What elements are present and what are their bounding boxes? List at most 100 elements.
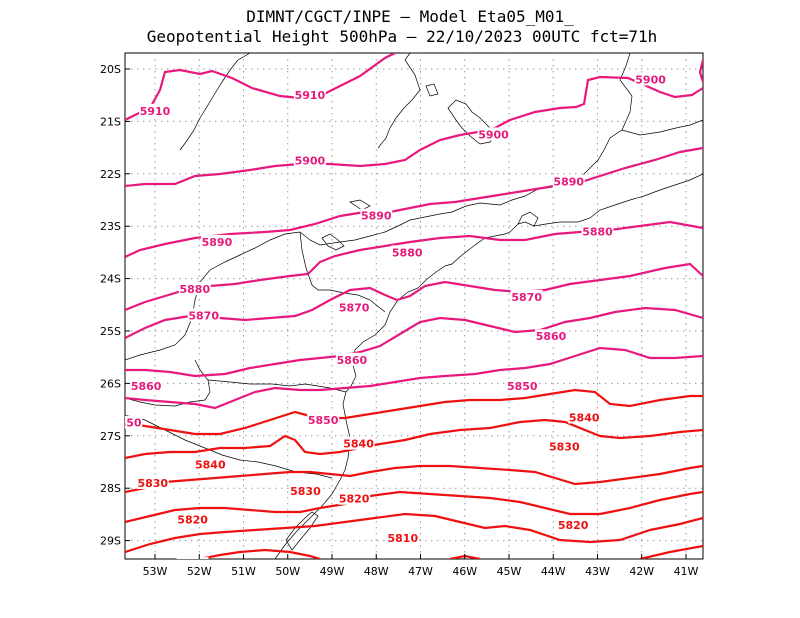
es-mg-border <box>299 119 703 246</box>
contour-label: 5850 <box>308 414 339 427</box>
contour-label: 5890 <box>553 176 584 189</box>
lat-tick-label: 28S <box>100 482 121 495</box>
contour-label-background <box>477 127 510 141</box>
contour-label: 5870 <box>511 291 542 304</box>
contour-label-background <box>338 300 371 314</box>
contour-label-background <box>178 282 211 296</box>
contour-5890 <box>125 146 703 258</box>
contour-label-background <box>335 352 368 366</box>
contour-label-background <box>391 245 424 259</box>
contour-label: 5830 <box>137 477 168 490</box>
contour-5810 <box>125 490 703 524</box>
mg-north-border <box>619 53 633 131</box>
contour-5820 <box>125 464 703 494</box>
contour-label: 5880 <box>392 246 423 259</box>
lon-tick-label: 46W <box>452 565 477 578</box>
contour-label: 5810 <box>177 558 208 571</box>
contour-5860 <box>125 306 703 378</box>
contour-label: 5800 <box>569 592 600 605</box>
contour-label-background <box>557 517 590 531</box>
contour-label: 5900 <box>478 129 509 142</box>
contour-label-background <box>139 103 171 117</box>
contour-5910 <box>125 53 396 121</box>
contour-5790 <box>199 548 321 559</box>
contour-label-background <box>293 88 326 102</box>
contour-label: 5830 <box>549 440 580 453</box>
contour-label-background <box>360 208 393 222</box>
contour-label-background <box>293 153 326 167</box>
contour-label-background <box>568 591 600 604</box>
contour-label: 5870 <box>339 301 370 314</box>
coastline-and-borders <box>125 53 703 559</box>
contour-label: 5860 <box>131 380 162 393</box>
contour-5850 <box>125 346 703 410</box>
contour-5840 <box>125 388 703 436</box>
height-contours <box>125 53 703 559</box>
contour-label: 5840 <box>569 411 600 424</box>
lon-tick-label: 47W <box>408 565 433 578</box>
contour-label: 5790 <box>233 603 264 616</box>
contour-label: 5860 <box>337 354 368 367</box>
contour-label-background <box>232 602 264 615</box>
contour-label: 5880 <box>582 225 613 238</box>
contour-5790-far-east <box>639 544 703 559</box>
contour-label: 5900 <box>295 155 326 168</box>
contour-label: 5840 <box>343 438 374 451</box>
lon-tick-label: 42W <box>629 565 654 578</box>
contour-label-background <box>506 379 539 393</box>
paraguay-border <box>125 231 301 361</box>
contour-5900-north <box>459 75 703 137</box>
contour-label: 5900 <box>635 73 666 86</box>
patos-lagoon <box>285 511 319 551</box>
lat-tick-label: 29S <box>100 535 121 548</box>
reservoir-shape-4 <box>425 83 439 97</box>
lat-tick-label: 20S <box>100 63 121 76</box>
parana-river-border <box>299 231 386 313</box>
lon-tick-label: 44W <box>541 565 566 578</box>
contour-label: 5910 <box>140 105 171 118</box>
contour-label: 5820 <box>177 514 208 527</box>
lat-tick-label: 24S <box>100 273 121 286</box>
contour-label-background <box>342 436 375 450</box>
contour-label-background <box>338 491 371 505</box>
contour-label: 5850 <box>111 417 142 430</box>
contour-label: 5840 <box>195 459 226 472</box>
lon-tick-label: 51W <box>231 565 256 578</box>
contour-label: 5810 <box>387 532 418 545</box>
contour-label-background <box>194 457 227 471</box>
contour-label-background <box>568 410 601 424</box>
contour-label: 5820 <box>339 493 370 506</box>
lon-tick-label: 50W <box>275 565 300 578</box>
contour-label-background <box>289 483 322 497</box>
ms-sp-border <box>179 53 251 151</box>
contour-label: 5910 <box>295 89 326 102</box>
mg-goias-border <box>377 53 421 149</box>
contour-label-background <box>386 530 419 544</box>
latitude-ticks: 20S 21S 22S 23S 24S 25S 26S 27S 28S 29S <box>100 63 130 548</box>
contour-5800 <box>125 512 703 554</box>
contour-label: 5830 <box>290 485 321 498</box>
contour-5920-corner <box>698 59 703 83</box>
contour-label-background <box>548 439 581 453</box>
contour-label: 5850 <box>507 380 538 393</box>
contour-label: 5890 <box>361 210 392 223</box>
contour-label-background <box>187 308 220 322</box>
contour-label-background <box>176 557 209 559</box>
contour-5870 <box>125 262 703 339</box>
pr-sc-border <box>207 379 347 393</box>
coastline <box>274 173 703 559</box>
lat-lon-grid <box>125 53 703 559</box>
lon-tick-label: 45W <box>497 565 522 578</box>
lat-tick-label: 22S <box>100 168 121 181</box>
lon-tick-label: 48W <box>364 565 389 578</box>
lon-tick-label: 49W <box>320 565 345 578</box>
lat-tick-label: 23S <box>100 220 121 233</box>
lat-tick-label: 26S <box>100 377 121 390</box>
map-title-line-1: DIMNT/CGCT/INPE – Model Eta05_M01_ <box>246 7 574 26</box>
map-frame <box>124 52 704 560</box>
contour-label-background <box>136 475 169 489</box>
lat-tick-label: 21S <box>100 115 121 128</box>
contour-label-background <box>510 289 543 303</box>
rio-bay <box>517 211 539 227</box>
